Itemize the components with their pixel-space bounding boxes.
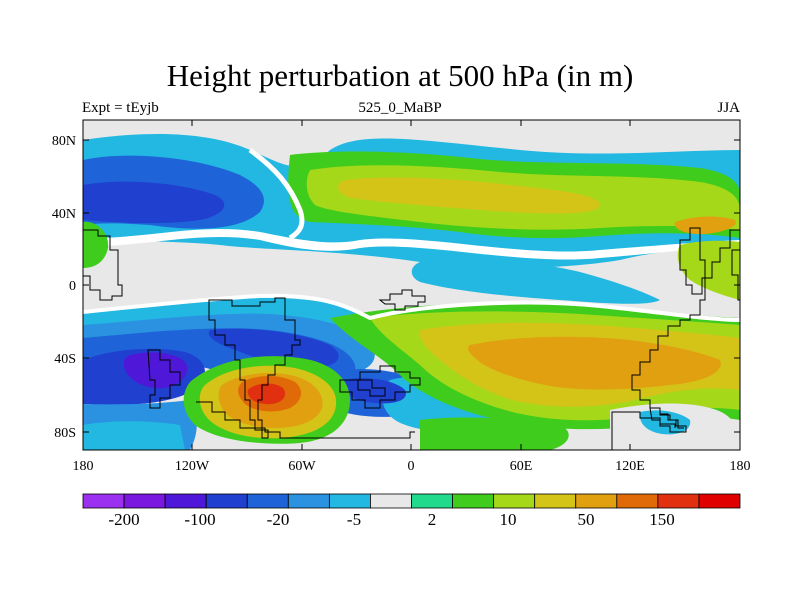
colorbar-label: -200 — [108, 510, 139, 529]
colorbar-swatch — [575, 493, 618, 509]
coast-antarctic-island — [357, 379, 386, 397]
coast-antarctica — [196, 401, 415, 439]
colorbar-label: -20 — [267, 510, 290, 529]
coast-east-pacific — [731, 249, 740, 301]
colorbar-swatch — [123, 493, 166, 509]
colorbar-swatch — [328, 493, 371, 509]
period-label: 525_0_MaBP — [358, 100, 442, 116]
coast-east-asia — [631, 227, 740, 429]
south-deepblue-core — [208, 328, 339, 368]
colorbar-swatch — [493, 493, 536, 509]
x-tick-labels: 180 120W 60W 0 60E 120E 180 — [73, 459, 751, 474]
colorbar-swatch — [82, 493, 125, 509]
y-tick-label: 40N — [52, 207, 76, 222]
colorbar-swatch — [246, 493, 289, 509]
coast-antarctic-peninsula — [339, 365, 421, 409]
colorbar-swatch — [698, 493, 741, 509]
y-tick-labels: 80N 40N 0 40S 80S — [52, 134, 76, 441]
experiment-label: Expt = tEyjb — [82, 100, 159, 116]
colorbar-label: 150 — [649, 510, 675, 529]
colorbar-label: 10 — [500, 510, 517, 529]
y-axis — [83, 139, 740, 433]
coast-east-antarctica — [611, 411, 676, 450]
west-greenpatch — [83, 221, 109, 268]
season-label: JJA — [717, 100, 740, 116]
colorbar-swatch — [287, 493, 330, 509]
x-tick-label: 0 — [408, 459, 415, 474]
colorbar-swatch — [657, 493, 700, 509]
y-tick-label: 80N — [52, 134, 76, 149]
colorbar-label: -100 — [184, 510, 215, 529]
colorbar-swatch — [452, 493, 495, 509]
y-tick-label: 80S — [54, 426, 76, 441]
coast-south-america — [208, 297, 301, 439]
coast-australia-east — [649, 407, 687, 433]
south-violet-west — [123, 352, 188, 389]
zero-contour-north — [248, 147, 305, 241]
south-cyan-lower — [83, 421, 185, 450]
coast-west-south — [147, 349, 181, 409]
colorbar-swatch — [164, 493, 207, 509]
x-tick-label: 60E — [510, 459, 533, 474]
colorbar-label: -5 — [347, 510, 361, 529]
coast-africa — [378, 289, 426, 311]
contour-field — [83, 120, 740, 450]
colorbar-label: 50 — [578, 510, 595, 529]
coastlines — [83, 227, 740, 450]
x-tick-label: 120E — [615, 459, 645, 474]
south-green-east — [420, 417, 569, 450]
colorbar-swatch — [205, 493, 248, 509]
east-green-tail — [677, 240, 740, 300]
southpac-red — [247, 383, 286, 405]
x-tick-label: 60W — [288, 459, 316, 474]
x-axis — [82, 120, 741, 450]
north-white-channel — [83, 228, 740, 260]
x-tick-label: 120W — [175, 459, 210, 474]
colorbar-swatch — [534, 493, 577, 509]
y-tick-label: 0 — [69, 279, 76, 294]
colorbar-swatch — [370, 493, 412, 509]
north-darkblue-west — [83, 181, 225, 224]
x-tick-label: 180 — [73, 459, 94, 474]
colorbar-label: 2 — [428, 510, 437, 529]
x-tick-label: 180 — [730, 459, 751, 474]
colorbar-swatch — [616, 493, 659, 509]
north-yellow-core — [338, 177, 600, 214]
coast-west-pacific — [83, 229, 123, 301]
subtropic-cyan — [411, 259, 660, 304]
y-tick-label: 40S — [54, 352, 76, 367]
map-title: Height perturbation at 500 hPa (in m) — [166, 58, 634, 93]
south-darkblue-atlantic — [344, 378, 406, 404]
colorbar-swatch — [411, 493, 453, 509]
colorbar-labels: -200 -100 -20 -5 2 10 50 150 — [108, 510, 674, 529]
colorbar — [82, 493, 741, 509]
